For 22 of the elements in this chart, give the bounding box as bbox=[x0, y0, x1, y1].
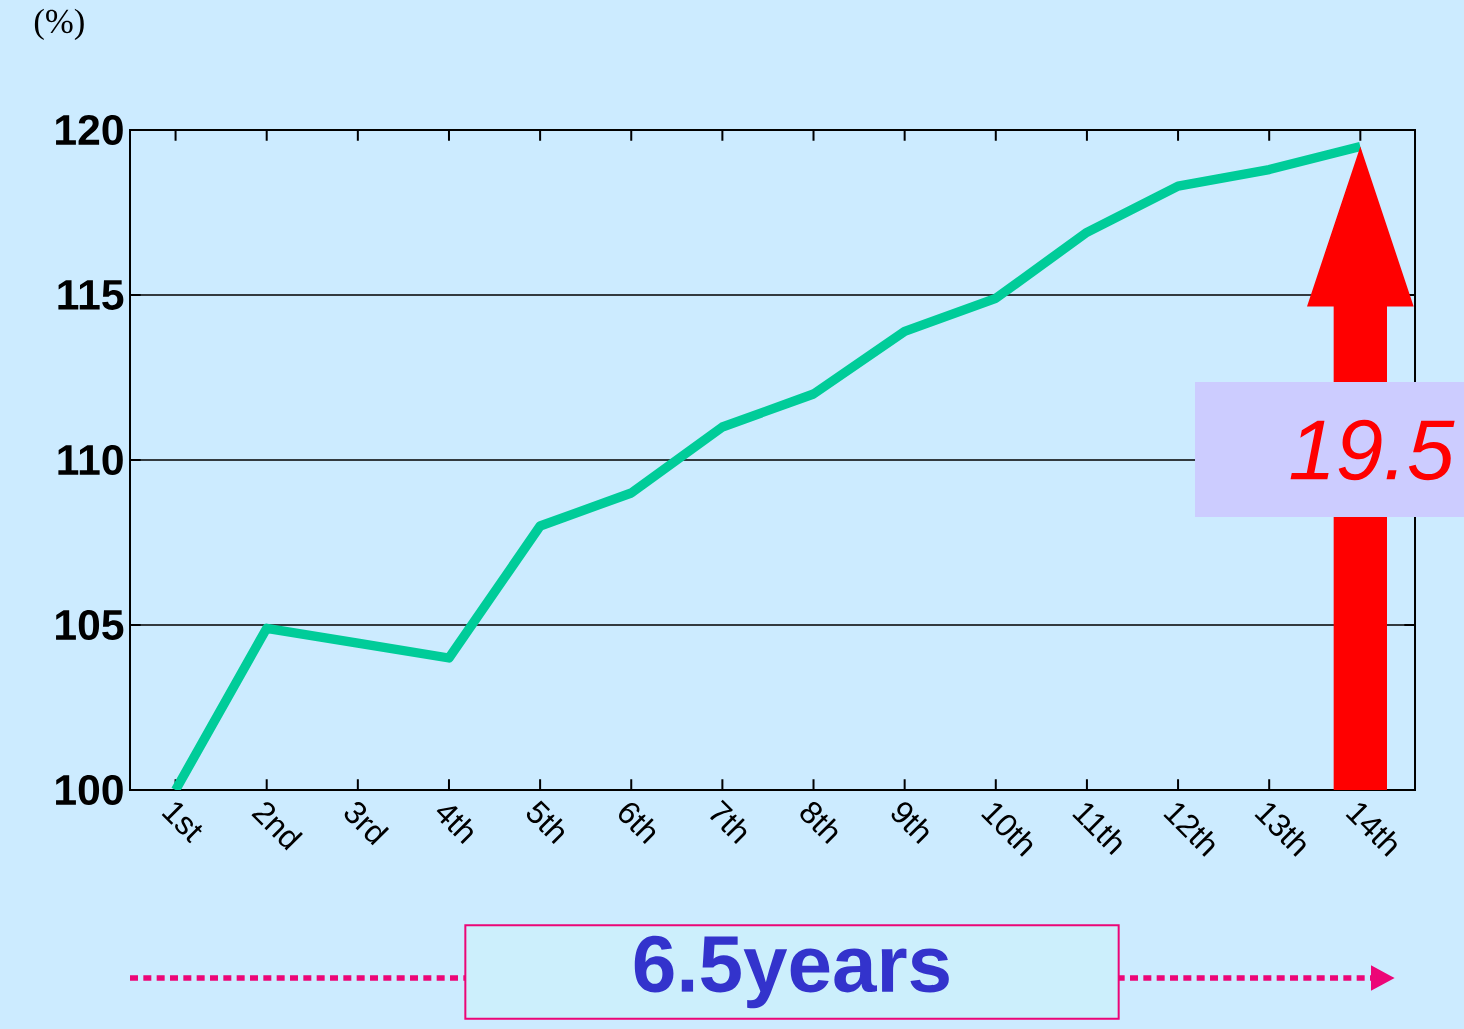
x-tick-label: 6th bbox=[619, 802, 656, 845]
x-tick-label: 13th bbox=[1254, 803, 1306, 857]
y-tick-label: 110 bbox=[58, 444, 123, 476]
y-tick-label: 105 bbox=[56, 609, 124, 641]
y-tick-label: 115 bbox=[58, 280, 124, 310]
x-tick-label: 1st bbox=[161, 802, 203, 844]
x-tick-label: 3rd bbox=[344, 802, 390, 846]
x-tick-label: 4th bbox=[436, 806, 473, 845]
x-tick-label: 5th bbox=[526, 800, 564, 845]
x-tick-label: 12th bbox=[1163, 803, 1215, 857]
x-tick-label: 8th bbox=[800, 802, 838, 845]
x-tick-label: 11th bbox=[1072, 803, 1122, 855]
y-axis-title: (%) bbox=[34, 8, 84, 41]
text: 6.5years bbox=[634, 935, 949, 1009]
y-tick-label: 120 bbox=[56, 114, 123, 146]
y-tick-label: 100 bbox=[56, 774, 123, 806]
x-tick-label: 2nd bbox=[251, 802, 303, 851]
annotation: 19.5 bbox=[1290, 419, 1455, 481]
x-tick-label: 10th bbox=[981, 803, 1033, 857]
x-tick-label: 14th bbox=[1345, 803, 1397, 857]
x-tick-label: 9th bbox=[891, 802, 929, 845]
x-tick-label: 7th bbox=[710, 799, 747, 845]
